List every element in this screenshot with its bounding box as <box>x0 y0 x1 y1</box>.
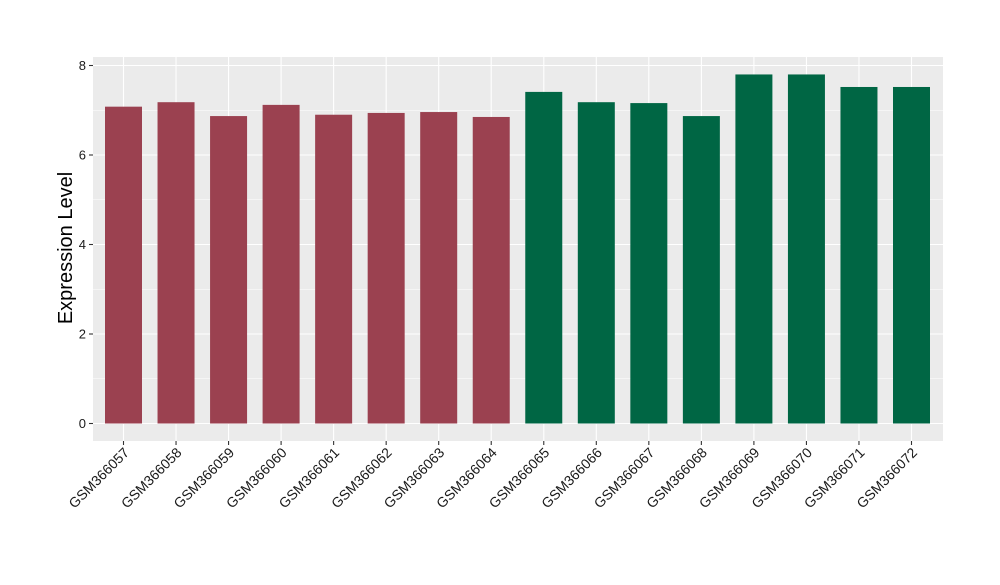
bar <box>210 116 248 424</box>
x-axis: GSM366057GSM366058GSM366059GSM366060GSM3… <box>65 441 920 511</box>
y-tick-label: 0 <box>79 416 86 431</box>
y-axis-title: Expression Level <box>55 172 77 324</box>
bar <box>525 91 563 424</box>
y-tick-label: 4 <box>79 237 86 252</box>
bars <box>105 74 930 424</box>
y-axis: 0 2 4 6 8 <box>79 58 93 431</box>
bar <box>735 74 773 424</box>
bar <box>157 102 195 424</box>
y-tick-label: 8 <box>79 58 86 73</box>
bar <box>630 103 668 424</box>
bar <box>420 112 458 424</box>
bar <box>893 86 930 424</box>
bar <box>262 104 300 424</box>
bar <box>682 116 720 424</box>
y-tick-label: 6 <box>79 148 86 163</box>
bar <box>315 114 353 424</box>
bar <box>105 106 142 424</box>
bar <box>787 74 825 424</box>
bar <box>367 112 405 424</box>
bar <box>472 116 510 424</box>
y-tick-label: 2 <box>79 327 86 342</box>
bar <box>577 102 615 424</box>
bar <box>840 86 878 424</box>
